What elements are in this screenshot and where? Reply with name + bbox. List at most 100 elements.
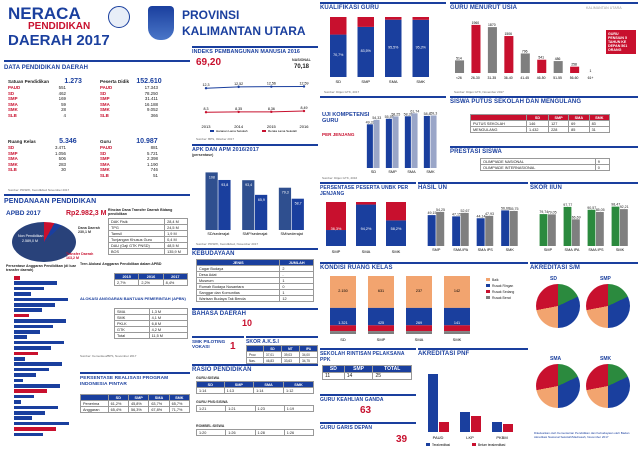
- unbk-bar: [326, 230, 346, 246]
- ipm-tick-label: 2015: [267, 124, 277, 129]
- rasio-gs-label: GURU:SISWA: [196, 376, 220, 380]
- ipm-data-label: 12,3: [203, 83, 210, 87]
- pnf-legend-swatch: [426, 443, 430, 446]
- kualifikasi-bar: [385, 17, 402, 20]
- stat-value: 4: [63, 112, 66, 118]
- kondisi-data-label: 237: [416, 289, 422, 293]
- persentase-bar: [14, 351, 38, 356]
- ipm-title: INDEKS PEMBANGUNAN MANUSIA 2016: [192, 49, 301, 55]
- table-header-cell: SD: [322, 365, 345, 373]
- iiun-data-label: 98,47: [611, 203, 620, 207]
- table-cell: 2,2%: [138, 279, 164, 286]
- section-title: DATA PENDIDIKAN DAERAH: [4, 65, 89, 71]
- stat-value: 506: [58, 156, 66, 162]
- table-cell: 1:14: [196, 387, 225, 394]
- stat-label: SD: [100, 90, 107, 96]
- ipm-series-line: [205, 85, 305, 89]
- akreditasi-pie: [536, 284, 580, 328]
- un-bar: [436, 211, 445, 246]
- apk-data-label: 93,4: [245, 183, 252, 187]
- kualifikasi-source: Sumber: Ditjen GTK, 2017: [324, 90, 360, 94]
- pnf-tick-label: PKBM: [496, 435, 507, 440]
- ipm-data-label: 12,59: [300, 81, 309, 85]
- stat-label: SMA: [100, 161, 110, 167]
- kemdikbud-logo-icon: [108, 6, 130, 28]
- table-cell: 25: [372, 372, 412, 380]
- peserta-label: Peserta Didik: [100, 79, 130, 84]
- pip-table: SD SMP SMA SMK Penerima 61,2% 45,8% 63,7% 65,7% A…: [80, 394, 191, 413]
- ukg-bar: [423, 115, 430, 168]
- peserta-total: 152.610: [136, 78, 162, 85]
- rintisan-table: SD SMP TOTAL 11 14 25: [322, 365, 412, 380]
- usia-tick-label: 61+: [588, 76, 594, 80]
- table-row: Anggaran 65,4% 56,3% 67,8% 71,7%: [80, 406, 191, 413]
- kondisi-legend-item: Rusak Berat: [486, 296, 526, 300]
- table-cell: 1:12: [283, 387, 314, 394]
- usia-data-label: 486: [555, 57, 561, 61]
- apbn-table: SMA 1,3 M SMK 4,1 M PKLK 6,8 M GTK 4,2 M Total 11…: [114, 308, 189, 339]
- pnf-bar: [471, 416, 481, 432]
- kondisi-data-label: 142: [454, 289, 460, 293]
- pendanaan-source: Sumber: Kemenkeu/BPS, November 2017: [80, 354, 137, 358]
- stat-label: SMA: [8, 156, 18, 162]
- kualifikasi-tick-label: SMK: [416, 79, 425, 84]
- persentase-bar: [14, 373, 36, 377]
- ukg-tick-label: SMA: [407, 170, 416, 174]
- stat-label: SMP: [100, 96, 110, 102]
- kualifikasi-bar-chart: 70,7% SD 83,5% SMP 95,5% SMA 95,3% SMK: [330, 17, 429, 84]
- pnf-bar: [439, 422, 449, 432]
- table-row: PUTUS SEKOLAH 146 127 69 83: [469, 120, 611, 127]
- province-name: KALIMANTAN UTARA: [182, 24, 306, 38]
- stat-row: SMA 506: [8, 156, 77, 162]
- stat-label: SLB: [8, 167, 17, 173]
- persentase-bar: [14, 292, 31, 296]
- usia-data-label: 514: [456, 56, 462, 60]
- province-label: PROVINSI: [182, 8, 240, 22]
- apk-data-label: 93,8: [221, 183, 228, 187]
- stat-label: SLB: [8, 112, 17, 118]
- ukg-bar: [404, 116, 411, 168]
- pip-title: PERSENTASE REALISASI PROGRAM INDONESIA P…: [80, 376, 169, 387]
- apk-bar: [218, 179, 231, 230]
- smk-pilot-value: 1: [230, 341, 236, 352]
- legend-swatch: [486, 296, 490, 299]
- kondisi-bar: [406, 307, 432, 326]
- un-bar: [485, 215, 494, 246]
- persentase-bar: [14, 432, 43, 437]
- prestasi-table: OLIMPIADE NASIONAL 9 OLIMPIADE INTERNASION…: [480, 158, 611, 171]
- un-bar: [476, 218, 485, 246]
- table-header-cell: TOTAL: [372, 365, 412, 373]
- tren-table: 2015 2016 2017 2,7% 2,2% 8,4%: [113, 273, 189, 286]
- tren-title: Tren Alokasi Anggaran Pendidikan dalam A…: [80, 262, 162, 266]
- unbk-tick-label: SMA: [362, 249, 371, 254]
- ipm-point: [270, 110, 273, 114]
- kondisi-tick-label: SMK: [453, 337, 462, 342]
- unbk-bar-remainder: [356, 202, 376, 205]
- ipm-tick-label: 2016: [300, 124, 310, 129]
- stat-row: SD 5.721: [100, 151, 158, 157]
- legend-swatch: [486, 290, 490, 293]
- ukg-data-label: 58,39: [404, 112, 413, 116]
- usia-bar: [487, 27, 497, 74]
- kualifikasi-data-label: 83,5%: [361, 49, 372, 53]
- pnf-bar: [503, 424, 513, 432]
- ipm-point: [270, 85, 273, 88]
- iiun-bar: [539, 214, 548, 246]
- table-cell: 1:21: [225, 405, 256, 412]
- kualifikasi-data-label: 95,3%: [416, 45, 427, 49]
- usia-region: KALIMANTAN UTARA: [586, 6, 622, 10]
- stat-row: SMA 59: [8, 102, 82, 108]
- stat-value: 3.471: [55, 145, 66, 150]
- kondisi-bar: [444, 276, 470, 308]
- un-data-label: 44,14: [476, 214, 485, 218]
- ukg-tick-label: SD: [371, 170, 377, 174]
- stat-value: 51: [153, 172, 158, 178]
- satuan-label: Satuan Pendidikan: [8, 79, 50, 84]
- unbk-tick-label: SMK: [392, 249, 401, 254]
- pie-transfer-label: Transfer Daerah: [66, 252, 94, 256]
- stat-row: PAUD 17.343: [100, 85, 162, 91]
- pnf-bar: [492, 422, 502, 432]
- ipm-legend-swatch: [210, 130, 214, 132]
- kondisi-bar: [368, 331, 394, 334]
- usia-bar: [553, 61, 563, 73]
